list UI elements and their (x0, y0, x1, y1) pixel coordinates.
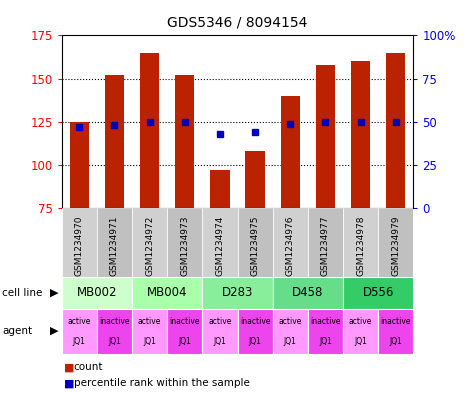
Text: JQ1: JQ1 (354, 336, 367, 345)
Bar (316, 65, 335, 208)
Bar (97, 208, 132, 277)
Bar (246, 151, 265, 208)
Text: inactive: inactive (310, 317, 341, 326)
Bar (132, 277, 202, 309)
Text: JQ1: JQ1 (319, 336, 332, 345)
Bar (273, 277, 343, 309)
Text: GSM1234975: GSM1234975 (251, 215, 259, 275)
Bar (378, 208, 413, 277)
Text: JQ1: JQ1 (73, 336, 86, 345)
Bar (343, 277, 413, 309)
Bar (70, 122, 89, 208)
Bar (238, 208, 273, 277)
Text: MB004: MB004 (147, 286, 188, 299)
Text: active: active (278, 317, 302, 326)
Text: GSM1234971: GSM1234971 (110, 215, 119, 275)
Text: ▶: ▶ (50, 326, 59, 336)
Bar (308, 309, 343, 354)
Text: GSM1234979: GSM1234979 (391, 215, 400, 275)
Text: active: active (67, 317, 91, 326)
Text: ■: ■ (64, 362, 75, 373)
Text: D556: D556 (362, 286, 394, 299)
Text: GSM1234974: GSM1234974 (216, 215, 224, 275)
Text: JQ1: JQ1 (248, 336, 262, 345)
Bar (378, 309, 413, 354)
Bar (140, 53, 159, 208)
Text: JQ1: JQ1 (389, 336, 402, 345)
Bar (351, 61, 370, 208)
Text: inactive: inactive (99, 317, 130, 326)
Text: GSM1234978: GSM1234978 (356, 215, 365, 275)
Bar (62, 208, 97, 277)
Text: count: count (74, 362, 103, 373)
Bar (202, 208, 238, 277)
Text: JQ1: JQ1 (178, 336, 191, 345)
Text: GDS5346 / 8094154: GDS5346 / 8094154 (167, 16, 308, 30)
Text: GSM1234970: GSM1234970 (75, 215, 84, 275)
Bar (105, 75, 124, 208)
Bar (97, 309, 132, 354)
Text: active: active (349, 317, 372, 326)
Bar (343, 309, 378, 354)
Text: ■: ■ (64, 378, 75, 388)
Text: cell line: cell line (2, 288, 43, 298)
Text: inactive: inactive (380, 317, 411, 326)
Text: active: active (208, 317, 232, 326)
Bar (386, 53, 405, 208)
Text: GSM1234972: GSM1234972 (145, 215, 154, 275)
Bar (62, 309, 97, 354)
Text: JQ1: JQ1 (108, 336, 121, 345)
Bar (210, 170, 229, 208)
Bar (175, 75, 194, 208)
Text: agent: agent (2, 326, 32, 336)
Bar (273, 208, 308, 277)
Bar (238, 309, 273, 354)
Text: JQ1: JQ1 (284, 336, 297, 345)
Bar (308, 208, 343, 277)
Bar (281, 96, 300, 208)
Bar (132, 309, 167, 354)
Bar (167, 208, 202, 277)
Text: JQ1: JQ1 (213, 336, 227, 345)
Text: GSM1234976: GSM1234976 (286, 215, 294, 275)
Text: inactive: inactive (240, 317, 270, 326)
Text: GSM1234977: GSM1234977 (321, 215, 330, 275)
Bar (62, 277, 132, 309)
Bar (343, 208, 378, 277)
Text: percentile rank within the sample: percentile rank within the sample (74, 378, 249, 388)
Bar (202, 309, 238, 354)
Text: D283: D283 (222, 286, 253, 299)
Text: GSM1234973: GSM1234973 (180, 215, 189, 275)
Text: JQ1: JQ1 (143, 336, 156, 345)
Bar (273, 309, 308, 354)
Text: inactive: inactive (170, 317, 200, 326)
Text: ▶: ▶ (50, 288, 59, 298)
Text: MB002: MB002 (76, 286, 117, 299)
Bar (167, 309, 202, 354)
Text: D458: D458 (292, 286, 323, 299)
Text: active: active (138, 317, 162, 326)
Bar (202, 277, 273, 309)
Bar (132, 208, 167, 277)
